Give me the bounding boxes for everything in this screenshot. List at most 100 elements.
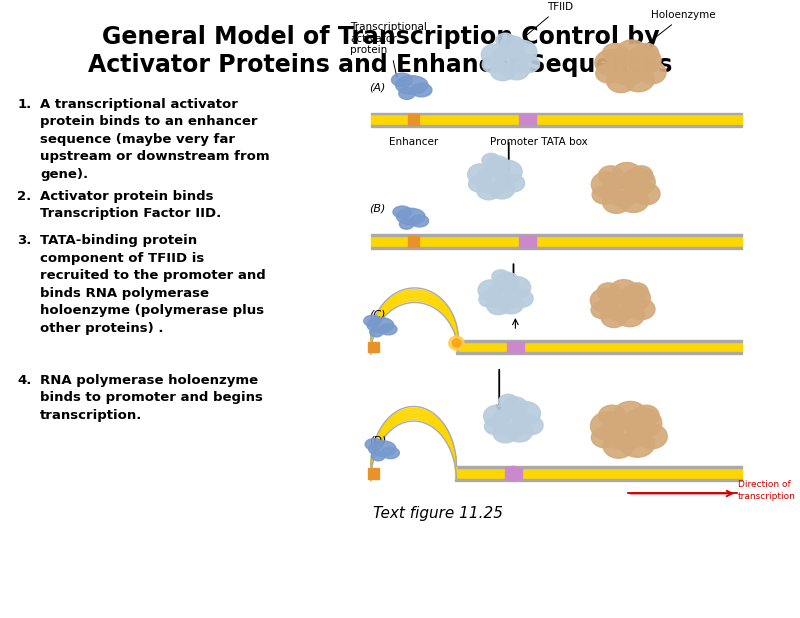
Ellipse shape xyxy=(371,451,385,461)
Ellipse shape xyxy=(485,418,506,434)
Ellipse shape xyxy=(500,36,524,54)
Ellipse shape xyxy=(618,188,649,213)
Ellipse shape xyxy=(612,163,642,185)
Text: Activator protein binds
Transcription Factor IID.: Activator protein binds Transcription Fa… xyxy=(40,190,221,220)
Ellipse shape xyxy=(597,283,620,300)
Ellipse shape xyxy=(483,405,510,427)
Ellipse shape xyxy=(490,46,527,74)
Ellipse shape xyxy=(499,295,523,314)
Ellipse shape xyxy=(503,174,525,192)
Ellipse shape xyxy=(518,55,539,73)
Ellipse shape xyxy=(629,298,655,320)
Bar xyxy=(408,236,419,247)
Text: Direction of
transcription: Direction of transcription xyxy=(738,480,796,501)
Ellipse shape xyxy=(370,327,383,337)
Ellipse shape xyxy=(397,208,425,225)
Ellipse shape xyxy=(476,166,513,193)
Ellipse shape xyxy=(468,164,493,185)
Bar xyxy=(371,247,742,248)
Ellipse shape xyxy=(592,185,616,204)
Ellipse shape xyxy=(598,405,626,426)
Ellipse shape xyxy=(496,273,518,289)
Bar xyxy=(371,234,742,236)
Ellipse shape xyxy=(410,215,429,227)
Ellipse shape xyxy=(469,176,489,192)
Ellipse shape xyxy=(606,70,635,93)
Ellipse shape xyxy=(595,49,626,76)
Ellipse shape xyxy=(508,40,537,64)
Ellipse shape xyxy=(602,192,630,213)
Ellipse shape xyxy=(382,447,399,459)
Text: 2.: 2. xyxy=(17,190,31,203)
Ellipse shape xyxy=(395,75,428,95)
Ellipse shape xyxy=(452,339,461,347)
Ellipse shape xyxy=(602,413,649,450)
Text: 1.: 1. xyxy=(17,98,31,111)
Ellipse shape xyxy=(601,307,627,328)
Ellipse shape xyxy=(618,286,650,311)
Ellipse shape xyxy=(617,40,647,63)
Bar xyxy=(457,342,742,352)
Ellipse shape xyxy=(492,407,531,436)
Ellipse shape xyxy=(365,439,383,450)
Text: Holoenzyme: Holoenzyme xyxy=(644,11,716,46)
Ellipse shape xyxy=(600,290,640,320)
Ellipse shape xyxy=(614,402,646,426)
Bar xyxy=(368,342,379,352)
Ellipse shape xyxy=(482,44,507,66)
Text: (C): (C) xyxy=(369,309,386,319)
Ellipse shape xyxy=(602,43,627,63)
Ellipse shape xyxy=(490,180,514,199)
Text: TFIID: TFIID xyxy=(525,2,573,36)
Text: Enhancer: Enhancer xyxy=(389,137,438,147)
Bar xyxy=(454,466,742,468)
Ellipse shape xyxy=(520,417,543,434)
Ellipse shape xyxy=(630,166,653,185)
Ellipse shape xyxy=(487,298,510,315)
Ellipse shape xyxy=(380,324,397,335)
Ellipse shape xyxy=(615,305,644,327)
Ellipse shape xyxy=(482,56,502,73)
Ellipse shape xyxy=(411,83,432,97)
Ellipse shape xyxy=(624,408,662,438)
Ellipse shape xyxy=(490,63,514,81)
Ellipse shape xyxy=(622,169,655,195)
Ellipse shape xyxy=(399,219,414,229)
Ellipse shape xyxy=(606,51,650,85)
Ellipse shape xyxy=(512,290,533,307)
Text: A transcriptional activator
protein binds to an enhancer
sequence (maybe very fa: A transcriptional activator protein bind… xyxy=(40,98,270,181)
Ellipse shape xyxy=(590,412,625,440)
Ellipse shape xyxy=(494,425,518,443)
Bar xyxy=(454,479,742,481)
Text: Text figure 11.25: Text figure 11.25 xyxy=(373,506,502,522)
Bar xyxy=(371,236,742,247)
Ellipse shape xyxy=(637,424,667,449)
Ellipse shape xyxy=(510,402,541,425)
Text: Transcriptional
activator
protein: Transcriptional activator protein xyxy=(350,22,427,77)
Ellipse shape xyxy=(626,46,661,74)
Ellipse shape xyxy=(478,280,502,300)
Ellipse shape xyxy=(603,434,634,458)
Text: General Model of Transcription Control by: General Model of Transcription Control b… xyxy=(102,25,659,49)
Ellipse shape xyxy=(622,67,654,91)
Ellipse shape xyxy=(627,283,648,300)
Ellipse shape xyxy=(482,153,500,167)
Ellipse shape xyxy=(635,43,658,63)
Ellipse shape xyxy=(486,156,510,174)
Text: RNA polymerase holoenzyme
binds to promoter and begins
transcription.: RNA polymerase holoenzyme binds to promo… xyxy=(40,374,263,422)
Ellipse shape xyxy=(638,61,666,84)
Bar xyxy=(371,112,742,114)
Ellipse shape xyxy=(492,270,510,283)
Text: (A): (A) xyxy=(369,82,386,92)
Ellipse shape xyxy=(590,289,619,312)
Ellipse shape xyxy=(503,277,530,298)
Ellipse shape xyxy=(591,427,618,448)
Ellipse shape xyxy=(486,282,522,309)
Text: 4.: 4. xyxy=(17,374,31,387)
Text: TATA-binding protein
component of TFIID is
recruited to the promoter and
binds R: TATA-binding protein component of TFIID … xyxy=(40,234,266,335)
Bar xyxy=(505,468,522,479)
Ellipse shape xyxy=(633,183,660,205)
Ellipse shape xyxy=(479,292,498,307)
Ellipse shape xyxy=(634,405,659,426)
Ellipse shape xyxy=(610,280,638,300)
